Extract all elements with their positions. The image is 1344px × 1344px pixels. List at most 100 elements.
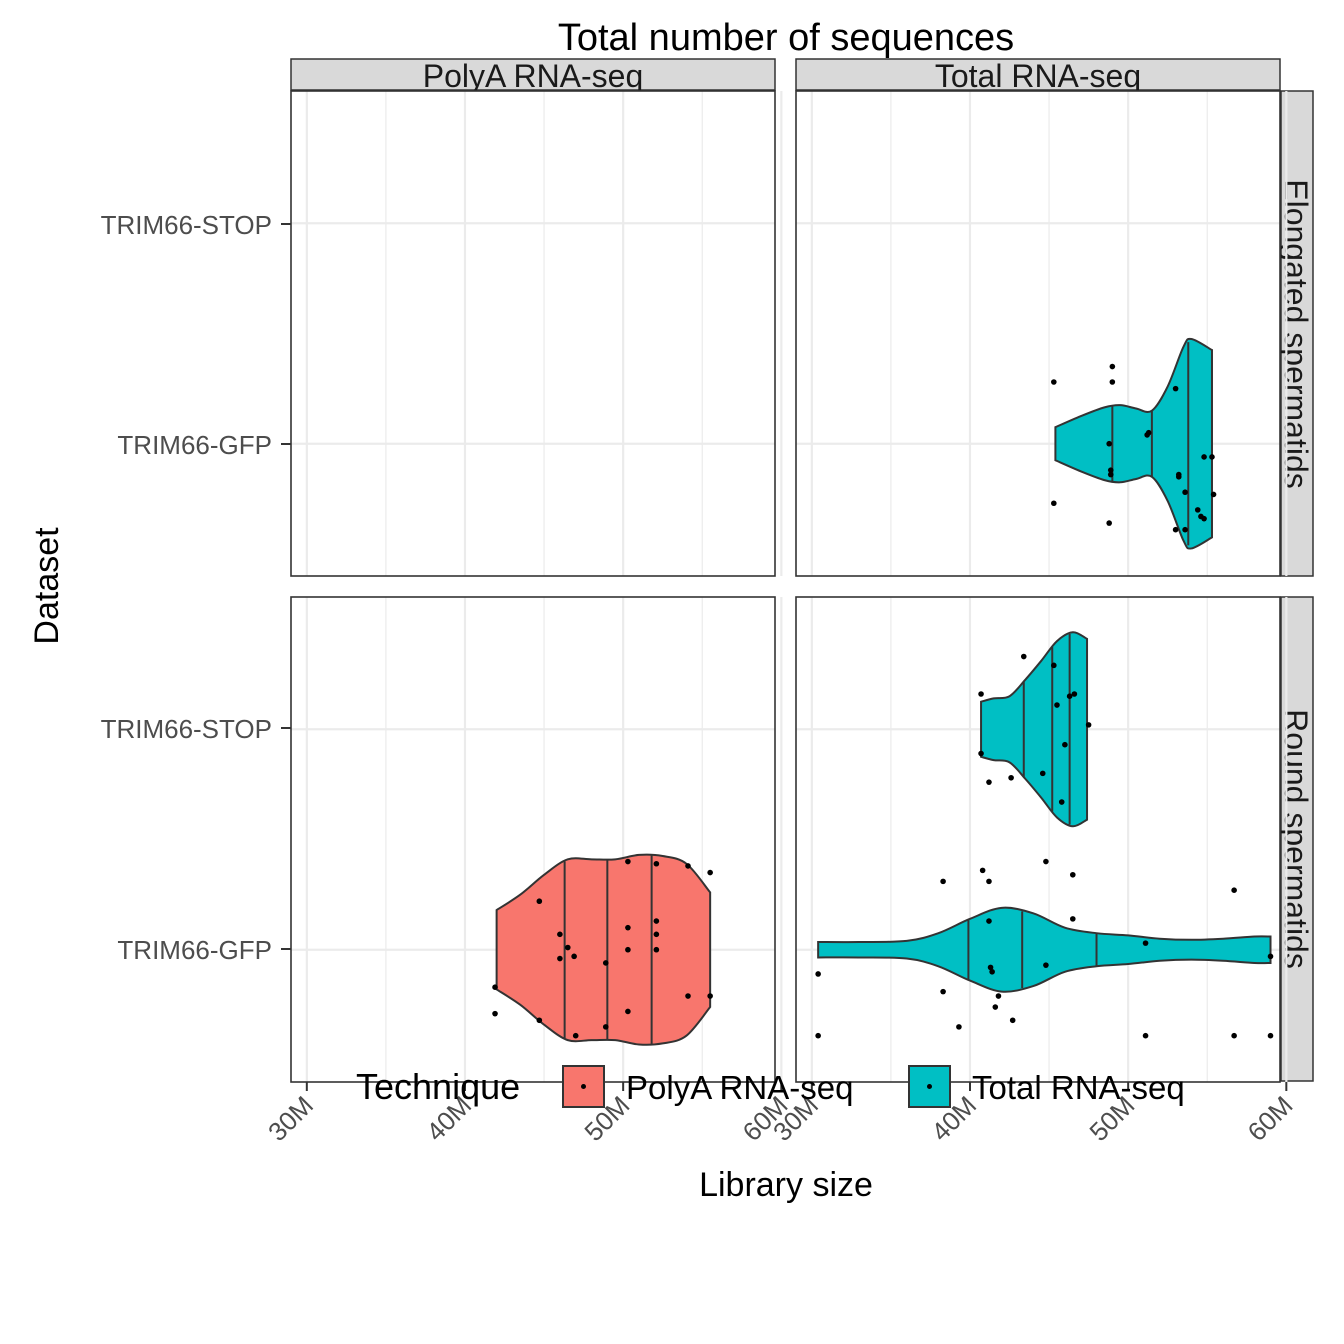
data-point bbox=[1039, 770, 1046, 777]
x-tick-label: 30M bbox=[262, 1090, 319, 1147]
data-point bbox=[602, 1024, 609, 1030]
data-point bbox=[940, 988, 946, 995]
data-point bbox=[1210, 491, 1217, 498]
y-axis-bottom: TRIM66-STOP TRIM66-GFP bbox=[101, 714, 291, 965]
col-strip-total bbox=[795, 58, 1281, 91]
data-point bbox=[986, 918, 992, 924]
panel-border bbox=[290, 90, 776, 577]
data-point bbox=[492, 1010, 498, 1017]
x-axis-title: Library size bbox=[699, 1166, 873, 1204]
data-point bbox=[653, 918, 660, 924]
data-point bbox=[1109, 379, 1116, 385]
y-axis-title: Dataset bbox=[28, 527, 66, 645]
x-tick-label: 60M bbox=[1242, 1090, 1299, 1147]
data-point bbox=[1107, 467, 1114, 473]
data-point bbox=[685, 993, 691, 999]
data-point bbox=[572, 1032, 579, 1039]
data-point bbox=[1142, 1032, 1149, 1039]
row-strip-label-round: Round spermatids bbox=[1278, 709, 1314, 969]
col-strip-polya bbox=[290, 58, 776, 91]
data-point bbox=[625, 1008, 631, 1015]
data-point bbox=[625, 924, 631, 931]
data-point bbox=[1066, 693, 1073, 700]
data-point bbox=[1172, 526, 1179, 533]
violin-shape bbox=[980, 631, 1089, 828]
data-point bbox=[987, 964, 994, 971]
data-point bbox=[1062, 741, 1068, 748]
facet-panels bbox=[290, 90, 1288, 1083]
y-tick-label: TRIM66-STOP bbox=[101, 714, 272, 744]
row-strip-label-elongated: Elongated spermatids bbox=[1278, 179, 1314, 489]
data-point bbox=[1231, 887, 1237, 894]
data-point bbox=[625, 858, 631, 865]
data-point bbox=[1145, 429, 1152, 436]
data-point bbox=[1172, 385, 1179, 392]
legend-key-total-dot bbox=[927, 1084, 932, 1089]
data-point bbox=[1231, 1032, 1237, 1039]
panel-border bbox=[795, 90, 1281, 577]
data-point bbox=[995, 993, 1002, 999]
panel-border bbox=[290, 596, 776, 1083]
col-strip-label-total: Total RNA-seq bbox=[935, 58, 1141, 94]
data-point bbox=[1109, 363, 1116, 370]
data-point bbox=[1106, 440, 1112, 447]
data-point bbox=[1071, 691, 1078, 697]
data-point bbox=[1069, 916, 1076, 922]
y-tick-label: TRIM66-GFP bbox=[117, 935, 272, 965]
data-point bbox=[1142, 940, 1149, 946]
legend-label-total: Total RNA-seq bbox=[972, 1069, 1185, 1106]
legend-title: Technique bbox=[356, 1066, 520, 1107]
data-point bbox=[653, 946, 660, 953]
data-point bbox=[978, 750, 984, 757]
data-point bbox=[956, 1024, 962, 1030]
data-point bbox=[1175, 473, 1182, 480]
data-point bbox=[1182, 489, 1188, 496]
data-point bbox=[707, 993, 713, 999]
data-point bbox=[1051, 662, 1057, 669]
data-point bbox=[564, 944, 571, 951]
data-point bbox=[1054, 702, 1060, 708]
data-point bbox=[1267, 953, 1274, 960]
data-point bbox=[1107, 471, 1114, 478]
data-point bbox=[1106, 520, 1112, 526]
data-point bbox=[986, 878, 992, 885]
data-point bbox=[571, 953, 577, 960]
violin-shape bbox=[1054, 337, 1213, 550]
data-point bbox=[536, 898, 543, 905]
data-point bbox=[1008, 774, 1014, 781]
data-point bbox=[653, 860, 660, 867]
data-point bbox=[1051, 500, 1057, 507]
data-point bbox=[492, 984, 498, 991]
data-point bbox=[1020, 653, 1027, 660]
data-point bbox=[1209, 454, 1215, 460]
data-point bbox=[602, 960, 609, 966]
data-point bbox=[1201, 454, 1207, 460]
data-point bbox=[1182, 526, 1188, 533]
legend-key-polya bbox=[562, 1065, 605, 1108]
data-point bbox=[557, 931, 563, 938]
data-point bbox=[1085, 722, 1092, 728]
data-point bbox=[625, 946, 631, 953]
data-point bbox=[815, 1032, 821, 1039]
data-point bbox=[986, 779, 992, 785]
data-point bbox=[653, 931, 660, 938]
col-strip-label-polya: PolyA RNA-seq bbox=[423, 58, 644, 94]
data-point bbox=[992, 1004, 999, 1010]
data-point bbox=[557, 955, 563, 962]
legend-label-polya: PolyA RNA-seq bbox=[626, 1069, 853, 1106]
violin-shape bbox=[817, 906, 1272, 993]
legend: Technique PolyA RNA-seq Total RNA-seq bbox=[356, 1065, 1185, 1108]
data-point bbox=[685, 863, 691, 869]
data-point bbox=[1009, 1017, 1016, 1024]
data-point bbox=[1194, 507, 1201, 513]
data-point bbox=[1043, 858, 1049, 865]
y-axis-top: TRIM66-STOP TRIM66-GFP bbox=[101, 210, 291, 460]
legend-key-polya-dot bbox=[581, 1084, 586, 1089]
data-point bbox=[536, 1017, 543, 1024]
chart-title: Total number of sequences bbox=[558, 17, 1014, 59]
data-point bbox=[940, 878, 946, 885]
data-point bbox=[1201, 515, 1207, 522]
data-point bbox=[1058, 799, 1065, 805]
data-point bbox=[815, 971, 821, 977]
